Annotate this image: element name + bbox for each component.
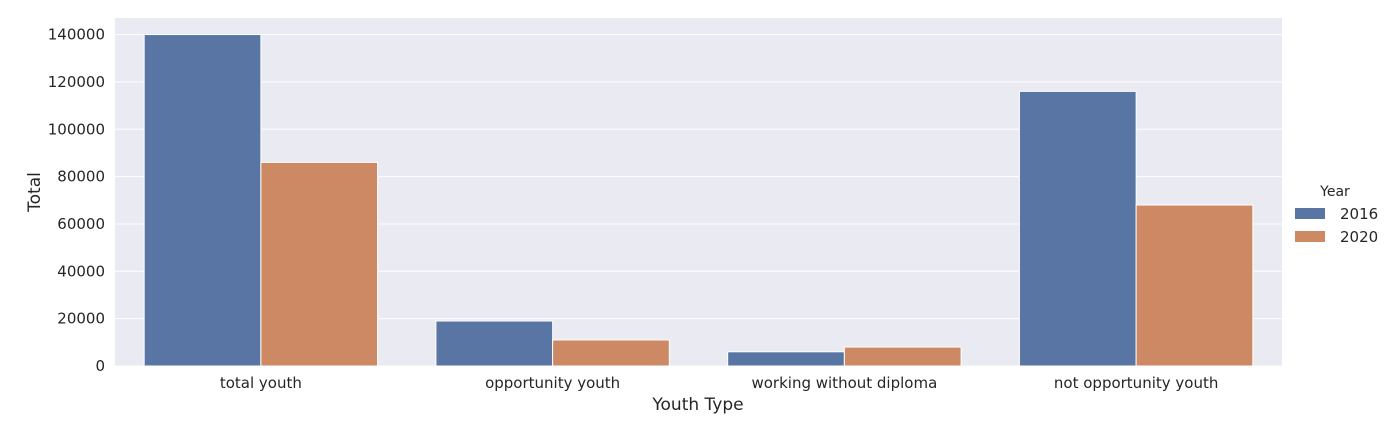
legend: Year 2016 2020 (1295, 184, 1378, 246)
legend-swatch-2016 (1295, 208, 1325, 219)
x-tick-labels: total youth opportunity youth working with… (220, 374, 1218, 392)
bar-2020-total-youth (260, 161, 379, 367)
y-tick-label: 120000 (48, 73, 105, 91)
bar-2016-opportunity-youth (435, 320, 554, 367)
y-tick-label: 140000 (48, 26, 105, 44)
y-tick-label: 80000 (57, 168, 105, 186)
bars (143, 34, 1254, 367)
legend-label-2020: 2020 (1340, 228, 1378, 246)
y-tick-label: 20000 (57, 310, 105, 328)
y-tick-labels: 0 20000 40000 60000 80000 100000 120000 140000 (48, 26, 105, 375)
bar-2016-total-youth (143, 34, 262, 367)
x-tick-label: not opportunity youth (1054, 374, 1218, 392)
legend-title: Year (1319, 184, 1350, 200)
x-tick-label: total youth (220, 374, 302, 392)
x-tick-label: opportunity youth (485, 374, 620, 392)
y-axis-title: Total (25, 172, 45, 213)
bar-2016-not-opportunity-youth (1018, 90, 1137, 367)
legend-label-2016: 2016 (1340, 205, 1378, 223)
bar-2016-working-without-diploma (727, 351, 845, 367)
y-tick-label: 100000 (48, 120, 105, 138)
bar-2020-not-opportunity-youth (1135, 204, 1254, 367)
y-tick-label: 40000 (57, 262, 105, 280)
y-tick-label: 0 (95, 357, 105, 375)
bar-2020-opportunity-youth (552, 339, 670, 367)
x-axis-title: Youth Type (651, 395, 743, 415)
legend-swatch-2020 (1295, 231, 1325, 242)
y-tick-label: 60000 (57, 215, 105, 233)
bar-2020-working-without-diploma (843, 346, 962, 367)
x-tick-label: working without diploma (751, 374, 937, 392)
